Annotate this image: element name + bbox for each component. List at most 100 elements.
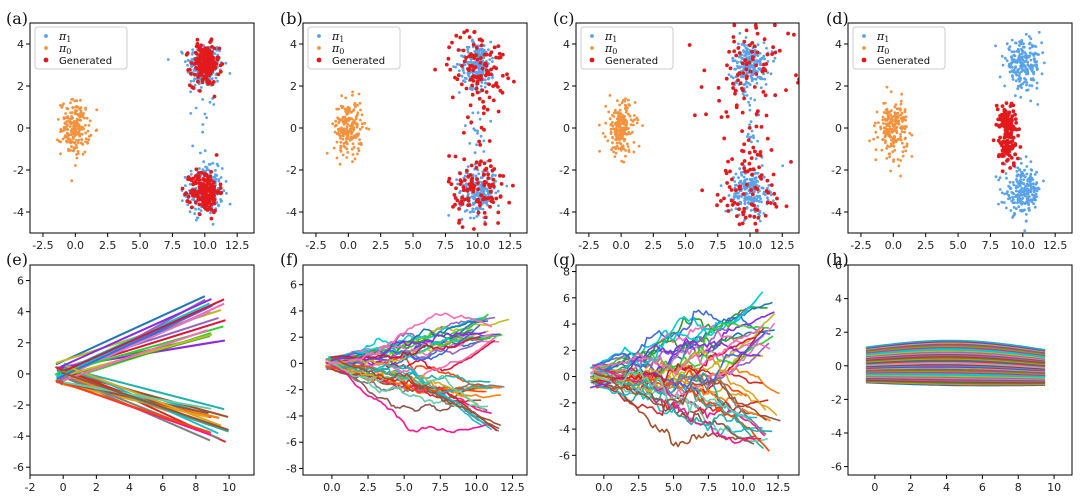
data-point	[888, 155, 891, 159]
data-point	[480, 50, 484, 53]
plot-area-a	[56, 37, 232, 226]
data-point	[334, 119, 338, 123]
data-point	[1018, 145, 1023, 149]
data-point	[181, 51, 184, 55]
data-point	[893, 126, 897, 130]
data-point	[1015, 156, 1020, 161]
data-point	[191, 48, 195, 51]
data-point	[1024, 155, 1028, 159]
data-point	[77, 114, 80, 117]
y-tick-label: -2	[13, 399, 24, 412]
data-point	[193, 77, 196, 81]
data-point	[767, 183, 771, 187]
data-point	[1032, 182, 1035, 186]
data-point	[69, 138, 72, 142]
data-point	[872, 137, 875, 141]
data-point	[202, 48, 207, 53]
data-point	[65, 124, 69, 128]
data-point	[1042, 179, 1045, 183]
data-point	[1014, 121, 1018, 125]
data-point	[491, 177, 496, 182]
data-point	[447, 154, 451, 158]
data-point	[73, 121, 77, 125]
data-point	[762, 212, 766, 215]
data-point	[74, 164, 77, 167]
trajectory-line	[865, 354, 1046, 363]
data-point	[727, 194, 731, 197]
data-point	[614, 132, 617, 136]
data-point	[632, 114, 636, 117]
y-tick-label: 0	[290, 122, 297, 135]
trajectory-line	[63, 364, 222, 427]
data-point	[998, 117, 1003, 122]
data-point	[900, 92, 904, 96]
data-point	[476, 187, 480, 192]
data-point	[890, 130, 894, 134]
x-tick-label: 12.5	[766, 481, 791, 494]
y-tick-label: -2	[559, 164, 570, 177]
data-point	[748, 55, 752, 59]
data-point	[899, 159, 903, 162]
data-point	[772, 191, 777, 196]
data-point	[95, 108, 99, 112]
data-point	[68, 133, 72, 137]
data-point	[201, 61, 206, 65]
data-point	[748, 64, 751, 67]
data-point	[1011, 109, 1016, 114]
x-tick-label: 5.0	[677, 239, 695, 252]
data-point	[739, 171, 743, 175]
data-point	[460, 64, 464, 68]
data-point	[725, 203, 730, 208]
panel-label: (e)	[6, 250, 28, 269]
data-point	[212, 197, 217, 202]
data-point	[737, 207, 741, 212]
data-point	[346, 151, 350, 154]
y-tick-label: 4	[835, 293, 842, 306]
data-point	[897, 164, 901, 168]
data-point	[762, 192, 765, 196]
data-point	[614, 138, 618, 142]
data-point	[1010, 58, 1014, 61]
data-point	[757, 67, 761, 70]
data-point	[209, 211, 213, 215]
data-point	[472, 216, 476, 220]
data-point	[747, 100, 750, 104]
data-point	[1029, 174, 1032, 178]
data-point	[756, 109, 760, 114]
y-tick-label: 0	[17, 122, 24, 135]
data-point	[623, 114, 626, 118]
data-point	[1013, 142, 1018, 146]
series-Generated	[687, 23, 799, 233]
data-point	[888, 152, 892, 156]
data-point	[728, 66, 733, 71]
data-point	[786, 31, 790, 36]
data-point	[724, 76, 729, 81]
data-point	[997, 202, 1000, 206]
data-point	[731, 35, 736, 39]
data-point	[1020, 47, 1023, 51]
data-point	[447, 214, 451, 217]
data-point	[1029, 188, 1032, 192]
data-point	[1026, 190, 1029, 194]
data-point	[355, 133, 358, 136]
data-point	[619, 119, 623, 122]
data-point	[353, 103, 356, 107]
data-point	[754, 180, 758, 184]
trajectory-line	[592, 324, 765, 376]
data-point	[338, 162, 342, 166]
data-point	[79, 98, 82, 102]
x-tick-label: 8	[1015, 481, 1022, 494]
data-point	[1013, 211, 1016, 215]
data-point	[889, 90, 893, 94]
data-point	[994, 103, 999, 108]
data-point	[183, 60, 187, 63]
data-point	[335, 140, 339, 144]
data-point	[465, 168, 469, 173]
data-point	[479, 84, 483, 88]
data-point	[1019, 83, 1023, 86]
data-point	[354, 105, 357, 109]
data-point	[494, 55, 498, 60]
data-point	[1026, 199, 1030, 202]
x-tick-label: 2	[93, 481, 100, 494]
data-point	[325, 151, 329, 155]
